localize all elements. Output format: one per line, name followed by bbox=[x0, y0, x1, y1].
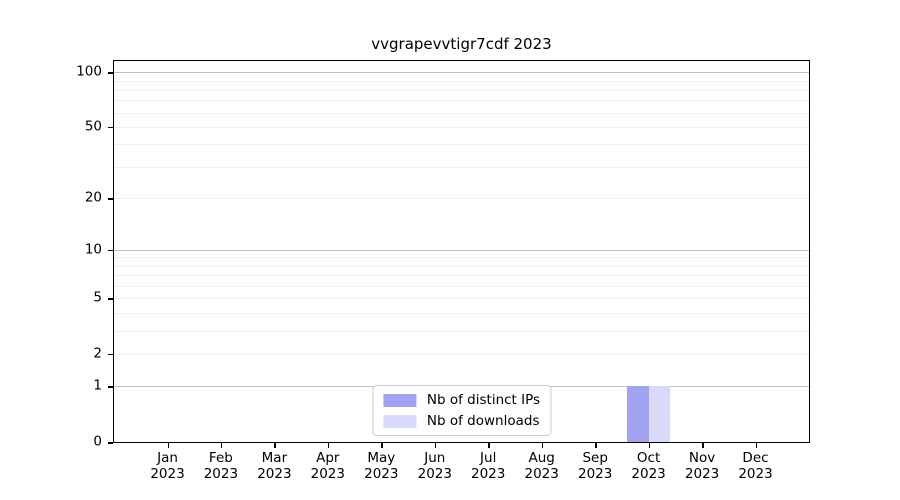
legend-item-downloads: Nb of downloads bbox=[382, 413, 540, 429]
y-tick-label: 20 bbox=[84, 189, 102, 206]
gridline-minor bbox=[114, 298, 809, 300]
legend-label-downloads: Nb of downloads bbox=[426, 413, 540, 429]
x-tick-label: Dec 2023 bbox=[738, 450, 773, 482]
x-tick-label: Nov 2023 bbox=[684, 450, 720, 482]
x-tick-mark bbox=[541, 443, 544, 448]
chart-title: vvgrapevvtigr7cdf 2023 bbox=[371, 35, 552, 53]
x-tick-mark bbox=[434, 443, 437, 448]
y-tick-mark bbox=[108, 198, 113, 200]
x-axis: Jan 2023 Feb 2023 Mar 2023 Apr 2023 May 2023… bbox=[113, 443, 810, 498]
gridline-minor bbox=[114, 198, 809, 199]
gridline-minor bbox=[114, 112, 809, 114]
y-tick-label: 100 bbox=[76, 63, 102, 80]
y-tick-label: 1 bbox=[93, 378, 102, 395]
y-tick-mark bbox=[108, 353, 113, 356]
gridline-minor bbox=[114, 166, 809, 168]
x-tick-label: Jan 2023 bbox=[150, 450, 185, 482]
x-tick-label: Feb 2023 bbox=[203, 450, 239, 482]
x-tick-mark bbox=[648, 443, 651, 448]
x-tick-mark bbox=[755, 443, 757, 448]
gridline-major bbox=[114, 249, 809, 251]
y-tick-label: 50 bbox=[84, 118, 102, 135]
x-tick-label: Oct 2023 bbox=[631, 450, 666, 482]
x-tick-mark bbox=[220, 443, 223, 448]
y-axis: 0 1 2 5 10 20 50 100 bbox=[0, 60, 113, 450]
gridline-minor bbox=[114, 144, 809, 146]
legend-swatch-downloads bbox=[382, 414, 416, 428]
x-tick-mark bbox=[595, 443, 597, 448]
y-tick-mark bbox=[108, 126, 113, 129]
legend-item-distinct-ips: Nb of distinct IPs bbox=[382, 392, 541, 408]
gridline-minor bbox=[114, 313, 809, 314]
x-tick-label: Jul 2023 bbox=[471, 450, 506, 482]
x-tick-label: Jun 2023 bbox=[417, 450, 452, 482]
x-tick-label: Sep 2023 bbox=[578, 450, 613, 482]
legend: Nb of distinct IPs Nb of downloads bbox=[371, 385, 552, 436]
y-tick-label: 2 bbox=[93, 345, 102, 362]
gridline-minor bbox=[114, 265, 809, 267]
y-tick-label: 0 bbox=[93, 433, 102, 450]
x-tick-mark bbox=[327, 443, 330, 448]
gridline-major bbox=[114, 72, 809, 74]
gridline-minor bbox=[114, 80, 809, 82]
y-tick-mark bbox=[108, 249, 113, 252]
gridline-minor bbox=[114, 275, 809, 277]
x-tick-mark bbox=[381, 443, 383, 448]
x-tick-mark bbox=[702, 443, 704, 448]
y-tick-mark bbox=[108, 72, 113, 74]
gridline-minor bbox=[114, 353, 809, 355]
bar-nb-of-distinct-ips bbox=[627, 386, 649, 442]
y-tick-label: 10 bbox=[84, 241, 102, 258]
bar-nb-of-downloads bbox=[648, 386, 670, 442]
x-tick-mark bbox=[167, 443, 169, 448]
x-tick-label: Apr 2023 bbox=[310, 450, 345, 482]
plot-area: Nb of distinct IPs Nb of downloads bbox=[113, 60, 810, 443]
y-tick-label: 5 bbox=[93, 290, 102, 307]
legend-swatch-distinct-ips bbox=[382, 393, 416, 407]
x-tick-mark bbox=[274, 443, 276, 448]
x-tick-label: May 2023 bbox=[364, 450, 399, 482]
y-tick-mark bbox=[108, 442, 113, 444]
legend-label-distinct-ips: Nb of distinct IPs bbox=[426, 392, 541, 408]
gridline-minor bbox=[114, 330, 809, 332]
gridline-minor bbox=[114, 89, 809, 91]
y-tick-mark bbox=[108, 298, 113, 300]
x-tick-label: Aug 2023 bbox=[524, 450, 559, 482]
gridline-minor bbox=[114, 286, 809, 287]
y-tick-mark bbox=[108, 386, 113, 388]
gridline-minor bbox=[114, 257, 809, 259]
gridline-minor bbox=[114, 100, 809, 102]
x-tick-mark bbox=[488, 443, 490, 448]
x-tick-label: Mar 2023 bbox=[257, 450, 292, 482]
gridline-minor bbox=[114, 126, 809, 128]
